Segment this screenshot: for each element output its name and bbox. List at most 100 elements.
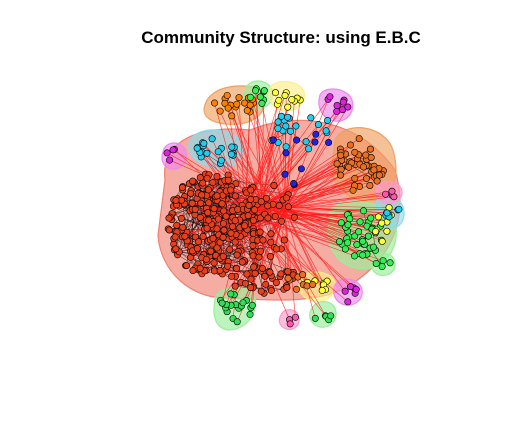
node-yellow bbox=[288, 96, 296, 104]
node-green-bottom bbox=[239, 299, 247, 307]
node-orange-right bbox=[366, 181, 374, 189]
node-red-large bbox=[196, 264, 204, 272]
node-green-right bbox=[341, 245, 349, 253]
node-red-large bbox=[231, 217, 239, 225]
node-red-large bbox=[238, 258, 246, 266]
edge-between bbox=[260, 96, 286, 211]
node-red-large bbox=[267, 287, 275, 295]
node-yellow bbox=[383, 227, 391, 235]
node-red-large bbox=[231, 282, 239, 290]
node-red-large bbox=[173, 221, 181, 229]
node-red-large bbox=[249, 242, 257, 250]
node-red-large bbox=[247, 186, 255, 194]
node-magenta bbox=[352, 285, 360, 293]
node-green-right bbox=[252, 87, 260, 95]
node-red-large bbox=[204, 186, 212, 194]
node-red-large bbox=[290, 213, 298, 221]
node-green-right bbox=[344, 221, 352, 229]
node-red-large bbox=[165, 226, 173, 234]
node-red-large bbox=[257, 287, 265, 295]
node-red-large bbox=[219, 252, 227, 260]
node-blue bbox=[282, 149, 290, 157]
node-magenta bbox=[326, 93, 334, 101]
node-red-large bbox=[213, 192, 221, 200]
node-orange-right bbox=[333, 160, 341, 168]
node-green-right bbox=[346, 215, 354, 223]
edge-between bbox=[261, 141, 316, 206]
node-yellow bbox=[378, 219, 386, 227]
node-red-large bbox=[178, 183, 186, 191]
node-orange-right bbox=[351, 174, 359, 182]
edge-between bbox=[214, 102, 246, 216]
node-pink bbox=[291, 313, 299, 321]
node-green-right bbox=[386, 259, 394, 267]
node-magenta bbox=[166, 156, 174, 164]
node-pink bbox=[388, 187, 396, 195]
node-green-bottom bbox=[227, 290, 235, 298]
node-red-large bbox=[272, 279, 280, 287]
node-red-large bbox=[191, 205, 199, 213]
node-red-large bbox=[227, 186, 235, 194]
node-red-large bbox=[222, 212, 230, 220]
edge-between bbox=[284, 209, 323, 291]
node-blue bbox=[290, 179, 298, 187]
edge-between bbox=[284, 106, 349, 211]
node-orange-top-left bbox=[233, 100, 241, 108]
node-red-large bbox=[247, 275, 255, 283]
node-green-right bbox=[260, 87, 268, 95]
edge-between bbox=[284, 99, 345, 211]
node-green-bottom bbox=[233, 318, 241, 326]
node-cyan bbox=[227, 150, 235, 158]
node-green-bottom bbox=[248, 301, 256, 309]
edge-between bbox=[284, 174, 380, 211]
node-red-large bbox=[224, 176, 232, 184]
node-red-large bbox=[234, 205, 242, 213]
node-red-large bbox=[241, 279, 249, 287]
edge-between bbox=[261, 204, 374, 248]
node-red-large bbox=[272, 245, 280, 253]
node-orange-top-left bbox=[211, 99, 219, 107]
edge-between bbox=[284, 142, 329, 211]
node-red-large bbox=[259, 264, 267, 272]
node-red-large bbox=[210, 259, 218, 267]
node-red-large bbox=[220, 220, 228, 228]
node-orange-right bbox=[362, 175, 370, 183]
node-red-large bbox=[213, 225, 221, 233]
node-pink bbox=[382, 190, 390, 198]
node-blue bbox=[311, 138, 319, 146]
node-cyan bbox=[322, 127, 330, 135]
node-cyan bbox=[193, 144, 201, 152]
edge-between bbox=[284, 209, 324, 284]
node-red-large bbox=[266, 252, 274, 260]
node-red-large bbox=[203, 174, 211, 182]
node-red-large bbox=[249, 252, 257, 260]
edge-between bbox=[251, 99, 263, 206]
node-red-large bbox=[195, 238, 203, 246]
node-green-right bbox=[335, 238, 343, 246]
node-green-bottom bbox=[218, 299, 226, 307]
node-magenta bbox=[341, 287, 349, 295]
node-red-large bbox=[204, 209, 212, 217]
node-red-large bbox=[275, 202, 283, 210]
node-red-large bbox=[271, 212, 279, 220]
node-cyan bbox=[287, 127, 295, 135]
node-red-large bbox=[270, 181, 278, 189]
edge-between bbox=[217, 151, 263, 206]
node-red-large bbox=[229, 223, 237, 231]
node-green-right bbox=[379, 257, 387, 265]
node-red-large bbox=[209, 234, 217, 242]
node-red-large bbox=[213, 173, 221, 181]
node-red-large bbox=[231, 192, 239, 200]
node-red-large bbox=[284, 203, 292, 211]
node-red-large bbox=[193, 244, 201, 252]
node-magenta bbox=[333, 102, 341, 110]
node-red-large bbox=[282, 194, 290, 202]
node-cyan bbox=[395, 205, 403, 213]
node-green-right bbox=[258, 99, 266, 107]
node-red-large bbox=[196, 174, 204, 182]
node-red-large bbox=[224, 262, 232, 270]
node-cyan bbox=[282, 122, 290, 130]
node-cyan bbox=[307, 114, 315, 122]
edge-between bbox=[232, 155, 286, 211]
node-red-large bbox=[251, 269, 259, 277]
